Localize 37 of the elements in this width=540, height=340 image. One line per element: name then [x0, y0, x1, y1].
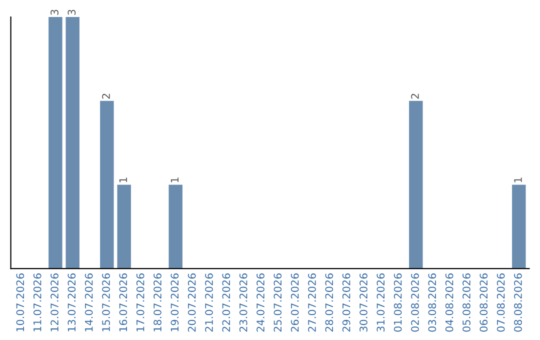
data-label: 2	[102, 94, 110, 99]
x-tick-label: 28.07.2026	[325, 273, 334, 332]
x-tick-label: 31.07.2026	[376, 273, 385, 332]
x-tick-label: 21.07.2026	[205, 273, 213, 332]
x-tick-label: 25.07.2026	[274, 273, 282, 332]
x-tick-label: 20.07.2026	[188, 273, 196, 332]
data-label: 3	[68, 10, 76, 15]
x-tick-label: 12.07.2026	[50, 273, 58, 332]
data-label: 1	[170, 178, 178, 182]
x-tick-label: 30.07.2026	[360, 273, 368, 332]
x-tick-label: 13.07.2026	[68, 273, 76, 332]
x-tick-label: 07.08.2026	[496, 273, 505, 332]
x-tick-label: 08.08.2026	[514, 273, 522, 332]
x-tick-label: 14.07.2026	[84, 273, 93, 332]
x-tick-label: 10.07.2026	[16, 273, 24, 332]
x-tick-label: 22.07.2026	[222, 273, 230, 332]
x-tick-label: 03.08.2026	[428, 273, 436, 332]
data-label: 1	[514, 178, 522, 182]
x-tick-label: 27.07.2026	[308, 273, 316, 332]
x-tick-label: 19.07.2026	[170, 273, 179, 332]
data-label: 3	[50, 10, 58, 15]
x-tick-label: 29.07.2026	[342, 273, 350, 332]
x-tick-label: 23.07.2026	[239, 273, 248, 332]
x-tick-label: 06.08.2026	[480, 273, 488, 332]
x-tick-label: 15.07.2026	[102, 273, 110, 332]
x-tick-label: 26.07.2026	[290, 273, 299, 332]
x-tick-label: 24.07.2026	[256, 273, 264, 332]
x-tick-label: 16.07.2026	[119, 273, 128, 332]
x-tick-label: 05.08.2026	[462, 273, 470, 332]
x-tick-label: 18.07.2026	[154, 273, 162, 332]
x-tick-label: 17.07.2026	[136, 273, 144, 332]
x-tick-label: 11.07.2026	[33, 273, 42, 332]
data-label: 1	[119, 178, 127, 182]
x-tick-label: 01.08.2026	[394, 273, 402, 332]
x-tick-label: 02.08.2026	[411, 273, 419, 332]
x-tick-label: 04.08.2026	[445, 273, 454, 332]
data-label: 2	[411, 94, 419, 99]
